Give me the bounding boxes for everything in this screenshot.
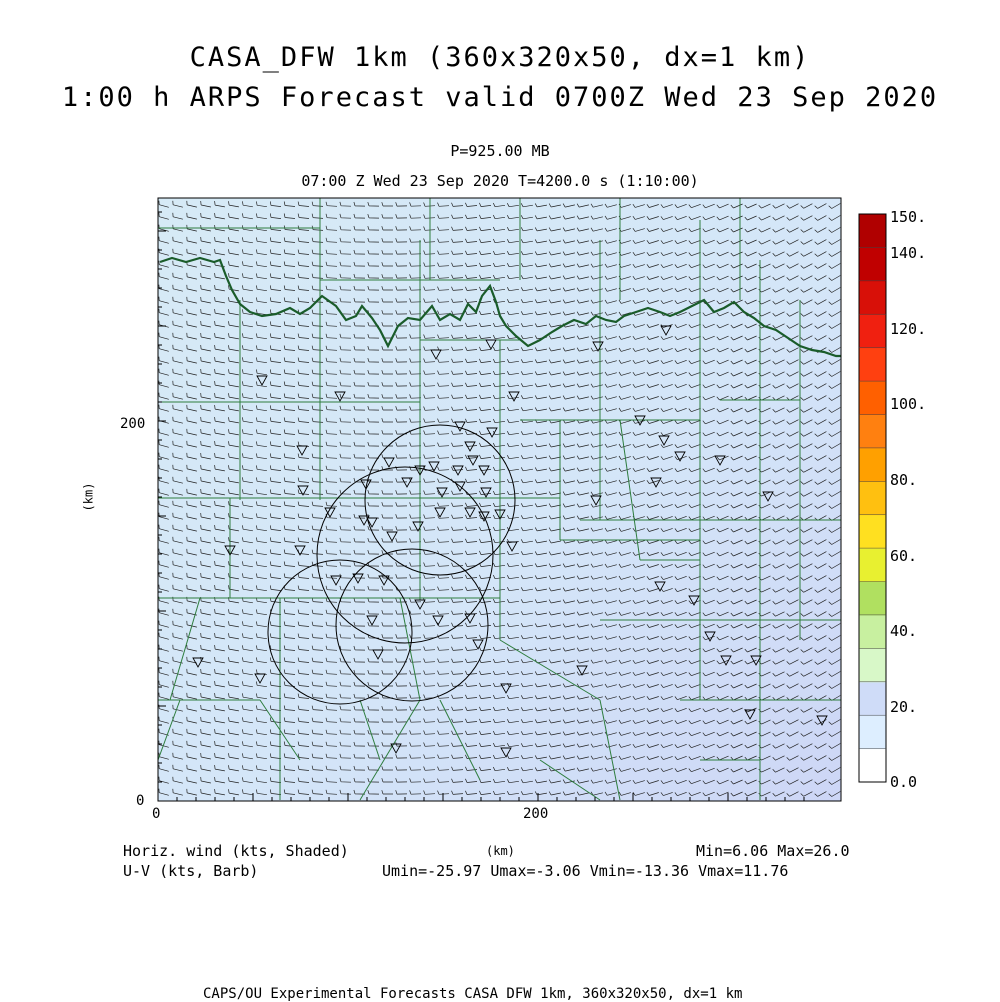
valid-time: 07:00 Z Wed 23 Sep 2020 T=4200.0 s (1:10… xyxy=(301,172,699,190)
legend-barb-field: U-V (kts, Barb) xyxy=(123,862,259,880)
title-line-1: CASA_DFW 1km (360x320x50, dx=1 km) xyxy=(189,42,811,73)
y-tick-0: 0 xyxy=(136,793,145,809)
colorbar xyxy=(858,213,887,783)
y-tick-200: 200 xyxy=(120,416,146,432)
colorbar-label-150: 150. xyxy=(890,208,927,226)
pressure-level: P=925.00 MB xyxy=(450,142,550,160)
x-tick-0: 0 xyxy=(152,806,161,822)
legend-uv-stats: Umin=-25.97 Umax=-3.06 Vmin=-13.36 Vmax=… xyxy=(382,862,789,880)
title-line-2: 1:00 h ARPS Forecast valid 0700Z Wed 23 … xyxy=(61,82,939,113)
colorbar-label-120: 120. xyxy=(890,320,927,338)
colorbar-label-60: 60. xyxy=(890,547,918,565)
legend-shaded-field: Horiz. wind (kts, Shaded) xyxy=(123,842,349,860)
colorbar-label-80: 80. xyxy=(890,471,918,489)
colorbar-label-40: 40. xyxy=(890,622,918,640)
red-river xyxy=(159,256,841,358)
colorbar-label-100: 100. xyxy=(890,395,927,413)
colorbar-label-20: 20. xyxy=(890,698,918,716)
x-tick-200: 200 xyxy=(523,806,549,822)
legend-min-max: Min=6.06 Max=26.0 xyxy=(696,842,850,860)
county-boundaries xyxy=(158,198,841,801)
map-layers xyxy=(158,198,841,801)
axis-ticks xyxy=(157,211,805,802)
station-markers xyxy=(192,325,828,758)
y-axis-label: (km) xyxy=(81,482,96,512)
colorbar-label-140: 140. xyxy=(890,244,927,262)
footer-credit: CAPS/OU Experimental Forecasts CASA DFW … xyxy=(203,986,743,1002)
radar-rings xyxy=(267,424,516,705)
colorbar-label-0: 0.0 xyxy=(890,773,918,791)
x-axis-label: (km) xyxy=(486,844,515,858)
